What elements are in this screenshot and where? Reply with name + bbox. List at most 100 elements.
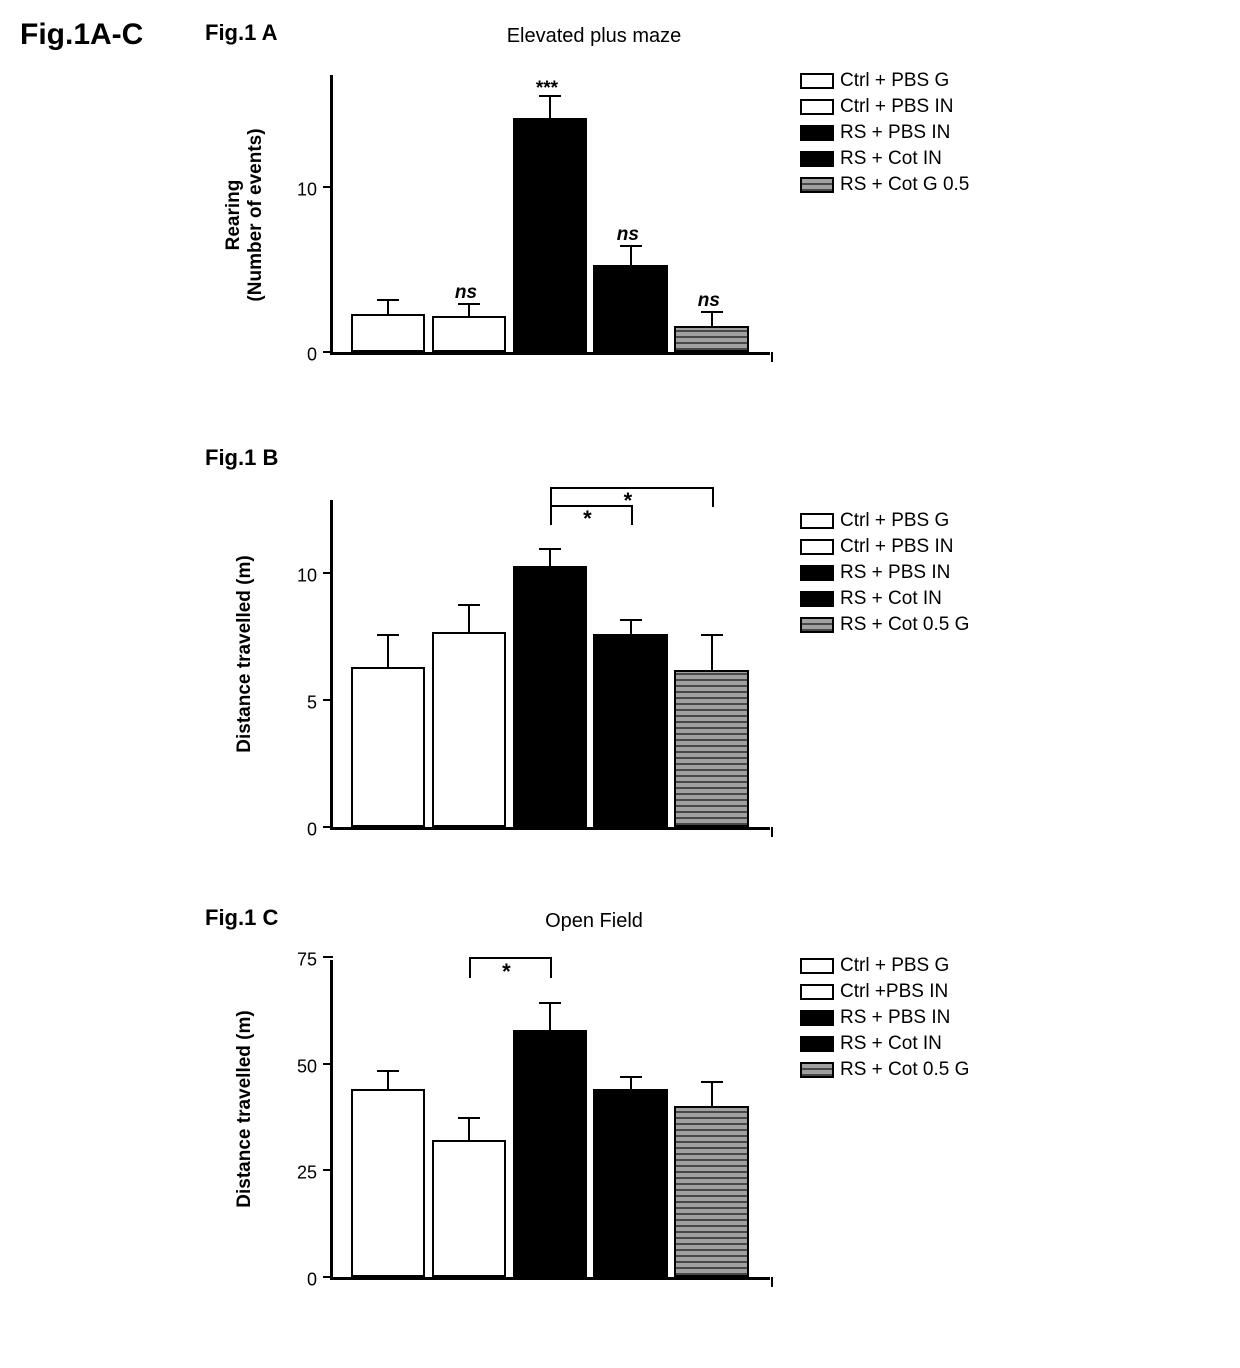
error-bar (378, 299, 398, 314)
legend-swatch (800, 99, 834, 115)
y-tick-label: 10 (285, 566, 317, 587)
y-tick-label: 10 (285, 180, 317, 201)
legend-swatch (800, 513, 834, 529)
panel-title: Open Field (418, 910, 770, 933)
bar (351, 667, 426, 827)
significance-marker: *** (536, 78, 558, 100)
panel-label: Fig.1 A (205, 20, 278, 46)
legend-swatch (800, 151, 834, 167)
y-tick-label: 0 (285, 1270, 317, 1291)
legend-label: RS + Cot IN (840, 588, 942, 610)
legend-item: Ctrl + PBS G (800, 70, 969, 92)
legend-swatch (800, 177, 834, 193)
legend-item: RS + Cot IN (800, 148, 969, 170)
error-bar (540, 1002, 560, 1030)
error-bar (459, 604, 479, 632)
bar (593, 265, 668, 352)
panel-label: Fig.1 C (205, 905, 278, 931)
ns-marker: ns (698, 290, 720, 312)
plot-area (330, 500, 770, 830)
error-bar (621, 245, 641, 265)
y-tick-label: 0 (285, 820, 317, 841)
legend-swatch (800, 591, 834, 607)
legend-swatch (800, 1010, 834, 1026)
x-axis-end-tick (771, 352, 773, 362)
bar (351, 314, 426, 352)
bar (432, 632, 507, 827)
y-tick (323, 826, 333, 828)
error-bar (621, 619, 641, 634)
legend-item: Ctrl + PBS IN (800, 536, 969, 558)
bar (674, 670, 749, 827)
legend-label: RS + PBS IN (840, 562, 950, 584)
y-tick-label: 25 (285, 1163, 317, 1184)
legend-label: RS + Cot 0.5 G (840, 1059, 969, 1081)
y-tick-label: 75 (285, 950, 317, 971)
legend-label: RS + Cot IN (840, 148, 942, 170)
legend-label: Ctrl + PBS G (840, 955, 949, 977)
legend-item: RS + Cot 0.5 G (800, 614, 969, 636)
y-tick-label: 5 (285, 693, 317, 714)
y-axis-label: Distance travelled (m) (234, 489, 256, 819)
bar (674, 326, 749, 352)
y-tick-label: 0 (285, 345, 317, 366)
error-bar (378, 634, 398, 667)
legend-label: Ctrl + PBS G (840, 510, 949, 532)
y-tick (323, 572, 333, 574)
significance-marker: * (502, 959, 511, 985)
legend-label: RS + PBS IN (840, 122, 950, 144)
error-bar (378, 1070, 398, 1089)
x-axis-end-tick (771, 827, 773, 837)
significance-marker: * (583, 506, 592, 532)
legend-label: Ctrl + PBS G (840, 70, 949, 92)
y-tick (323, 956, 333, 958)
y-tick (323, 186, 333, 188)
y-tick (323, 1276, 333, 1278)
error-bar (702, 634, 722, 670)
legend-label: RS + Cot IN (840, 1033, 942, 1055)
y-tick (323, 1169, 333, 1171)
legend-label: RS + Cot 0.5 G (840, 614, 969, 636)
significance-marker: * (624, 488, 633, 514)
panel-title: Elevated plus maze (418, 25, 770, 48)
legend-item: Ctrl + PBS IN (800, 96, 969, 118)
error-bar (459, 1117, 479, 1140)
legend: Ctrl + PBS G Ctrl +PBS IN RS + PBS IN RS + … (800, 955, 969, 1085)
legend-item: RS + Cot IN (800, 1033, 969, 1055)
legend-swatch (800, 958, 834, 974)
figure-main-title: Fig.1A-C (20, 18, 143, 52)
y-tick (323, 1063, 333, 1065)
legend-item: Ctrl + PBS G (800, 510, 969, 532)
error-bar (459, 303, 479, 316)
ns-marker: ns (617, 224, 639, 246)
bar (513, 1030, 588, 1277)
legend-label: RS + Cot G 0.5 (840, 174, 969, 196)
legend: Ctrl + PBS G Ctrl + PBS IN RS + PBS IN RS +… (800, 510, 969, 640)
legend-swatch (800, 984, 834, 1000)
legend-swatch (800, 565, 834, 581)
legend-label: Ctrl + PBS IN (840, 96, 954, 118)
legend-swatch (800, 1036, 834, 1052)
legend-label: RS + PBS IN (840, 1007, 950, 1029)
legend-item: Ctrl + PBS G (800, 955, 969, 977)
y-tick (323, 699, 333, 701)
error-bar (702, 311, 722, 326)
y-tick (323, 351, 333, 353)
legend-swatch (800, 617, 834, 633)
error-bar (621, 1076, 641, 1089)
y-tick-label: 50 (285, 1056, 317, 1077)
error-bar (702, 1081, 722, 1107)
plot-area (330, 75, 770, 355)
legend-swatch (800, 73, 834, 89)
legend: Ctrl + PBS G Ctrl + PBS IN RS + PBS IN RS +… (800, 70, 969, 200)
legend-item: RS + PBS IN (800, 1007, 969, 1029)
legend-label: Ctrl +PBS IN (840, 981, 948, 1003)
legend-item: Ctrl +PBS IN (800, 981, 969, 1003)
plot-area (330, 960, 770, 1280)
bar (513, 566, 588, 827)
bar (593, 1089, 668, 1277)
legend-item: RS + PBS IN (800, 122, 969, 144)
bar (593, 634, 668, 827)
legend-item: RS + Cot G 0.5 (800, 174, 969, 196)
legend-item: RS + PBS IN (800, 562, 969, 584)
